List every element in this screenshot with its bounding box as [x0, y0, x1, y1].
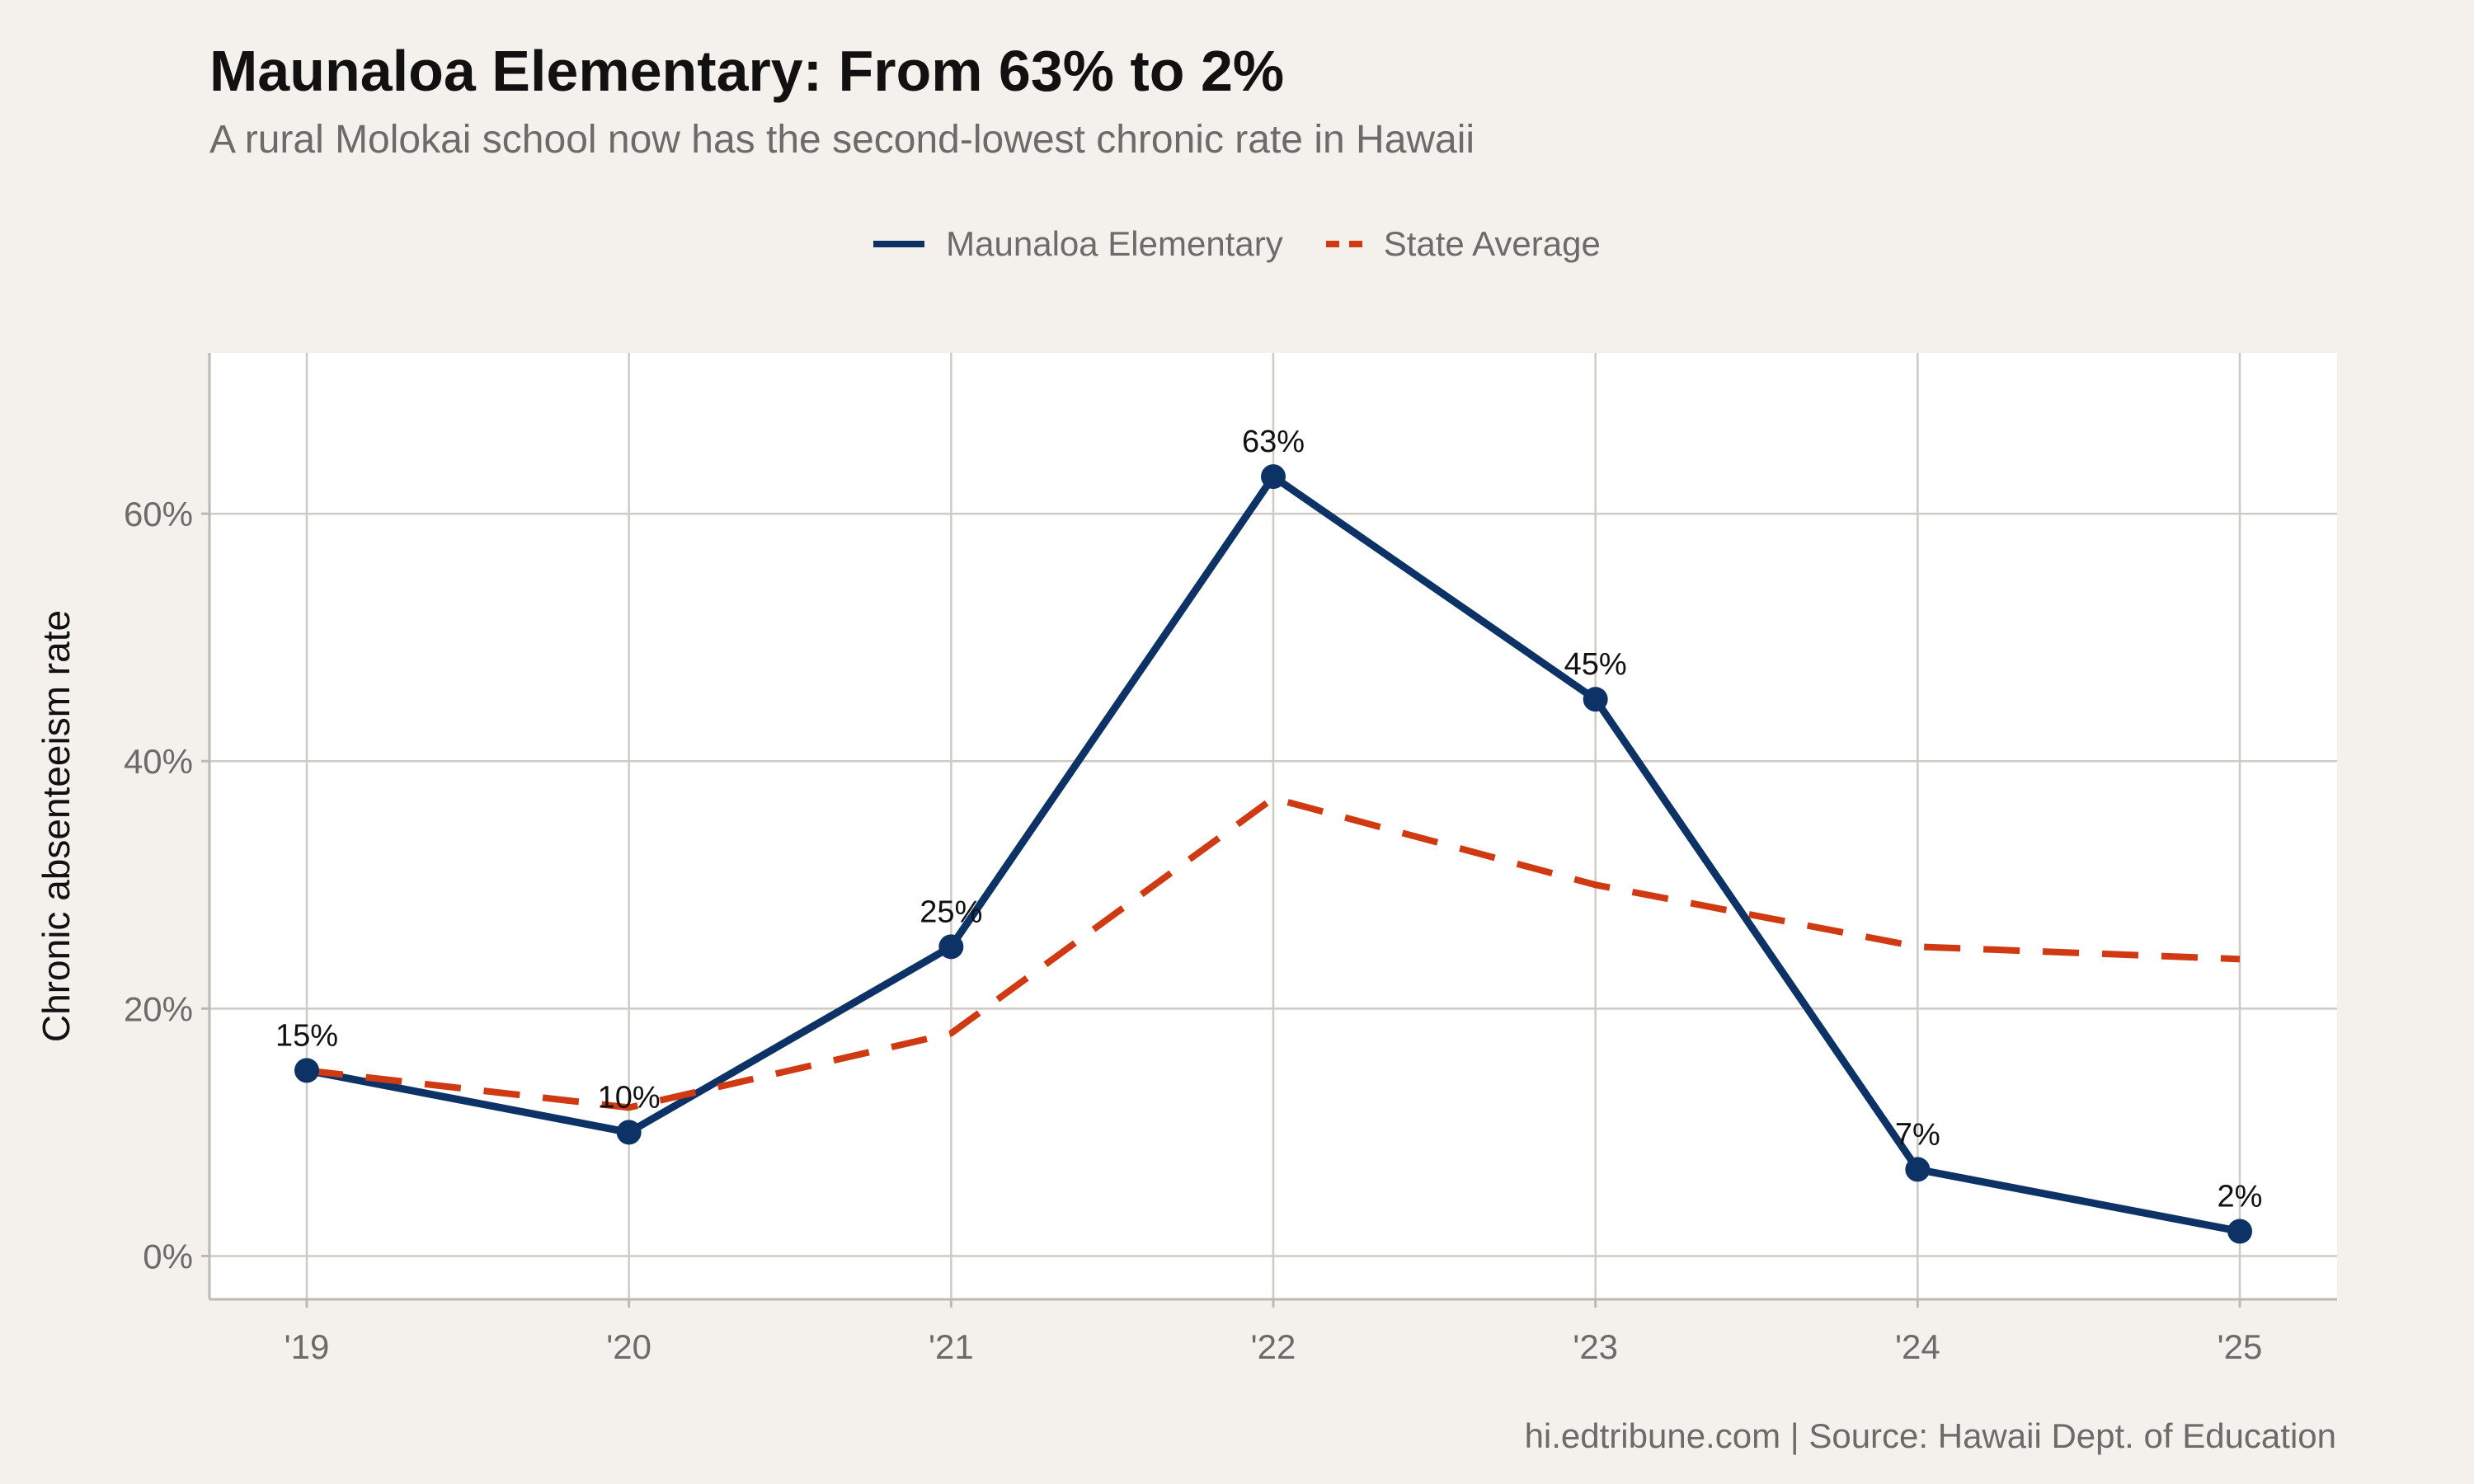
data-label: 2% — [2218, 1179, 2263, 1214]
data-point-maunaloa — [2227, 1219, 2253, 1244]
series-line-state-average — [306, 795, 2241, 1111]
y-axis-title: Chronic absenteeism rate — [35, 610, 78, 1042]
y-tick-label: 40% — [124, 742, 193, 781]
data-label: 7% — [1895, 1117, 1940, 1152]
chart-title: Maunaloa Elementary: From 63% to 2% — [209, 39, 1285, 103]
legend-item-state-average: State Average — [1325, 224, 1601, 264]
legend-key-dashed-line — [1325, 241, 1362, 247]
y-tick-label: 0% — [143, 1237, 193, 1275]
x-tick-label: '22 — [1251, 1327, 1296, 1366]
legend-label-maunaloa: Maunaloa Elementary — [946, 224, 1283, 263]
legend-label-state-average: State Average — [1383, 224, 1601, 263]
data-label: 15% — [275, 1018, 338, 1053]
x-tick-label: '23 — [1573, 1327, 1618, 1366]
x-tick-label: '19 — [285, 1327, 330, 1366]
data-point-maunaloa — [616, 1120, 642, 1145]
data-point-maunaloa — [294, 1058, 319, 1083]
data-label: 25% — [920, 895, 982, 929]
x-tick-label: '24 — [1895, 1327, 1940, 1366]
data-label: 45% — [1564, 647, 1627, 682]
source-caption: hi.edtribune.com | Source: Hawaii Dept. … — [1524, 1416, 2336, 1455]
data-point-maunaloa — [1905, 1157, 1931, 1182]
data-point-maunaloa — [1261, 464, 1286, 490]
y-tick-label: 60% — [124, 495, 193, 533]
data-label: 63% — [1242, 425, 1305, 459]
data-point-maunaloa — [1583, 687, 1608, 712]
x-tick-label: '25 — [2218, 1327, 2263, 1366]
legend-item-maunaloa: Maunaloa Elementary — [873, 224, 1283, 264]
legend-key-solid-line — [873, 241, 925, 247]
data-label: 10% — [598, 1080, 661, 1115]
legend: Maunaloa Elementary State Average — [0, 224, 2474, 264]
y-tick-label: 20% — [124, 989, 193, 1028]
x-tick-label: '21 — [929, 1327, 974, 1366]
data-point-maunaloa — [938, 934, 964, 960]
x-tick-label: '20 — [606, 1327, 651, 1366]
chart-subtitle: A rural Molokai school now has the secon… — [209, 118, 1475, 162]
